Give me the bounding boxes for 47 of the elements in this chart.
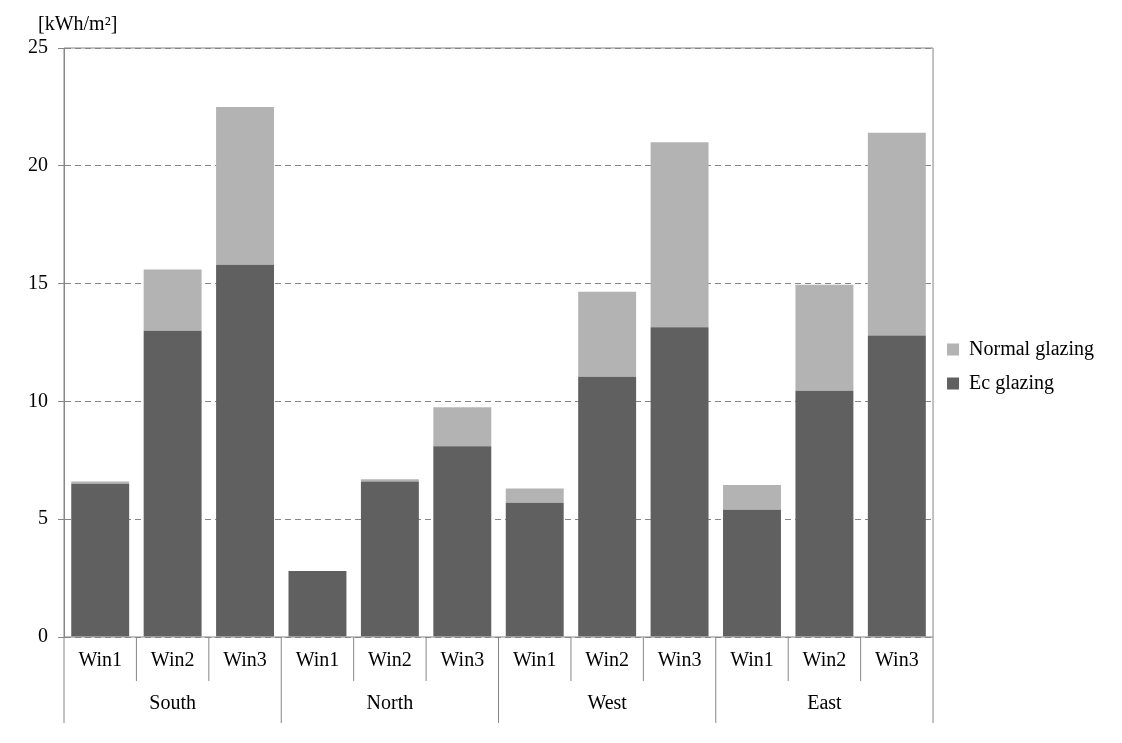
bar <box>505 502 564 637</box>
x-tick-label: Win2 <box>802 648 847 671</box>
bar <box>433 407 492 447</box>
bar <box>867 335 926 637</box>
bar <box>433 446 492 637</box>
bar <box>143 330 202 637</box>
bar <box>505 488 564 503</box>
text: East <box>807 691 843 714</box>
y-axis-title: [kWh/m²] <box>38 12 118 34</box>
y-tick-label: 20 <box>28 153 48 176</box>
bar <box>216 106 275 265</box>
y-tick-label: 10 <box>28 388 48 411</box>
bar <box>216 264 275 637</box>
bar <box>723 509 781 637</box>
bar <box>650 327 709 637</box>
bar <box>360 481 419 637</box>
x-tick-label: Win1 <box>78 648 123 671</box>
bar <box>578 376 637 637</box>
bar <box>795 390 854 637</box>
x-tick-label: Win1 <box>295 648 340 671</box>
bar <box>288 571 347 637</box>
text: South <box>149 691 196 714</box>
x-tick-label: Win2 <box>585 648 629 671</box>
x-tick-label: Win3 <box>223 648 267 671</box>
y-tick-label: 25 <box>28 35 48 58</box>
bar <box>360 479 419 482</box>
bar <box>723 485 781 510</box>
bar <box>650 142 709 328</box>
y-tick-label: 0 <box>38 624 48 647</box>
x-tick-label: Win1 <box>730 648 774 671</box>
x-tick-label: Win2 <box>368 648 412 671</box>
bar <box>143 269 202 331</box>
bar <box>578 291 637 377</box>
y-tick-label: 5 <box>38 506 48 529</box>
legend-label: Normal glazing <box>969 336 1095 360</box>
bar <box>71 483 130 637</box>
x-tick-label: Win1 <box>512 648 557 671</box>
x-tick-label: Win3 <box>875 648 919 671</box>
x-tick-label: Win3 <box>657 648 702 671</box>
x-tick-label: Win3 <box>440 648 485 671</box>
bar <box>867 132 926 336</box>
y-tick-label: 15 <box>28 270 48 293</box>
text: North <box>366 691 414 714</box>
text: West <box>587 691 628 714</box>
bar <box>795 284 854 391</box>
x-tick-label: Win2 <box>150 648 195 671</box>
legend-label: Ec glazing <box>969 370 1055 394</box>
